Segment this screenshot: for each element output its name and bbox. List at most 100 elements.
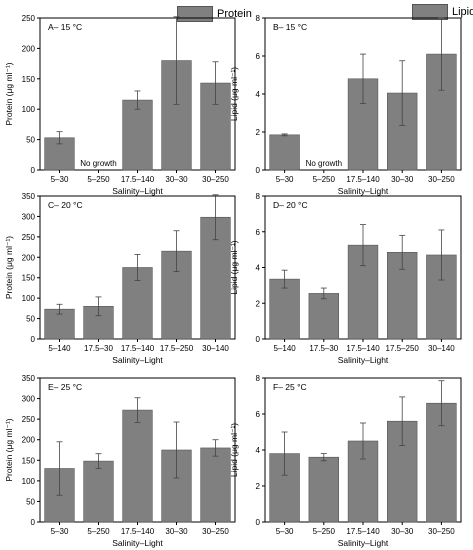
y-tick-label: 250 [22, 14, 36, 23]
y-tick-label: 50 [26, 136, 35, 145]
x-tick-label: 17.5–250 [386, 344, 420, 353]
x-tick-label: 17.5–140 [346, 344, 380, 353]
bar [122, 409, 153, 523]
y-tick-label: 150 [22, 456, 36, 465]
y-tick-label: 250 [22, 415, 36, 424]
x-axis-label: Salinity–Light [338, 355, 389, 365]
y-tick-label: 8 [256, 374, 261, 383]
x-tick-label: 17.5–140 [346, 175, 380, 184]
y-tick-label: 0 [256, 166, 261, 175]
x-tick-label: 17.5–30 [84, 344, 113, 353]
x-axis-label: Salinity–Light [338, 186, 389, 196]
bar [308, 456, 339, 523]
no-growth-annotation: No growth [306, 159, 342, 168]
x-tick-label: 17.5–140 [121, 344, 155, 353]
x-axis-label: Salinity–Light [112, 186, 163, 196]
x-axis-label: Salinity–Light [338, 538, 389, 548]
lipid-legend: Lipid [412, 4, 473, 20]
x-tick-label: 30–250 [202, 527, 229, 536]
lipid-legend-swatch [412, 4, 448, 20]
bar [83, 460, 114, 523]
y-axis-label: Lipid (μg ml⁻¹) [229, 423, 239, 477]
panel-title: B– 15 °C [273, 22, 307, 32]
y-tick-label: 100 [22, 105, 36, 114]
panel-f: 0 2 4 6 8 5–30 5–250 17.5–140 30–30 30–250 F– 25 °… [229, 374, 462, 548]
panel-b: 0 2 4 6 8 5–30 5–250 17.5–140 30–30 30–250 No grow… [229, 14, 462, 196]
y-tick-label: 0 [256, 518, 261, 527]
x-tick-label: 5–30 [51, 527, 69, 536]
y-tick-label: 300 [22, 212, 36, 221]
panel-d: 0 2 4 6 8 5–140 17.5–30 17.5–140 17.5–250 30–140 D… [229, 192, 462, 365]
y-tick-label: 6 [256, 52, 261, 61]
protein-legend-label: Protein [217, 8, 252, 20]
y-tick-label: 4 [256, 90, 261, 99]
x-tick-label: 5–30 [276, 175, 294, 184]
y-tick-label: 2 [256, 299, 261, 308]
y-axis-label: Protein (μg ml⁻¹) [4, 236, 14, 299]
x-tick-label: 30–250 [428, 175, 455, 184]
panel-title: C– 20 °C [48, 200, 83, 210]
x-tick-label: 5–250 [87, 175, 110, 184]
y-tick-label: 100 [22, 477, 36, 486]
bar [269, 278, 300, 340]
y-tick-label: 2 [256, 128, 261, 137]
y-tick-label: 0 [31, 166, 36, 175]
y-tick-label: 4 [256, 264, 261, 273]
no-growth-annotation: No growth [80, 159, 116, 168]
y-axis-label: Protein (μg ml⁻¹) [4, 418, 14, 481]
y-tick-label: 2 [256, 482, 261, 491]
y-tick-label: 8 [256, 192, 261, 201]
y-tick-label: 6 [256, 228, 261, 237]
x-tick-label: 5–250 [87, 527, 110, 536]
panel-a: 0 50 100 150 200 250 5–30 5–250 17.5–140 30–30 30–… [4, 14, 236, 196]
y-axis-label: Lipid (μg ml⁻¹) [229, 240, 239, 294]
y-tick-label: 150 [22, 274, 36, 283]
y-tick-label: 300 [22, 395, 36, 404]
y-tick-label: 0 [31, 518, 36, 527]
y-tick-label: 100 [22, 294, 36, 303]
x-tick-label: 17.5–250 [160, 344, 194, 353]
x-tick-label: 30–140 [428, 344, 455, 353]
y-tick-label: 50 [26, 497, 35, 506]
lipid-legend-label: Lipid [452, 6, 473, 18]
y-tick-label: 4 [256, 446, 261, 455]
panel-title: A– 15 °C [48, 22, 82, 32]
y-tick-label: 0 [31, 335, 36, 344]
panel-title: F– 25 °C [273, 382, 307, 392]
y-tick-label: 350 [22, 192, 36, 201]
y-tick-label: 250 [22, 233, 36, 242]
x-tick-label: 5–30 [51, 175, 69, 184]
panel-title: D– 20 °C [273, 200, 308, 210]
x-tick-label: 5–30 [276, 527, 294, 536]
x-tick-label: 5–250 [313, 527, 336, 536]
x-tick-label: 17.5–140 [121, 175, 155, 184]
y-tick-label: 50 [26, 315, 35, 324]
x-tick-label: 5–250 [313, 175, 336, 184]
bar [308, 293, 339, 340]
bar [269, 134, 300, 171]
x-tick-label: 5–140 [48, 344, 71, 353]
x-tick-label: 30–30 [165, 175, 188, 184]
x-tick-label: 30–30 [391, 175, 414, 184]
x-axis-label: Salinity–Light [112, 538, 163, 548]
y-axis-label: Lipid (μg ml⁻¹) [229, 67, 239, 121]
panel-e: 0 50 100 150 200 250 300 350 5–30 5–250 17.5–140 30… [4, 374, 236, 548]
x-tick-label: 30–30 [165, 527, 188, 536]
y-tick-label: 200 [22, 44, 36, 53]
y-tick-label: 200 [22, 436, 36, 445]
y-tick-label: 8 [256, 14, 261, 23]
bar [200, 447, 231, 523]
x-tick-label: 30–250 [428, 527, 455, 536]
y-tick-label: 200 [22, 253, 36, 262]
y-axis-label: Protein (μg ml⁻¹) [4, 62, 14, 125]
y-tick-label: 150 [22, 75, 36, 84]
x-tick-label: 17.5–30 [309, 344, 338, 353]
y-tick-label: 0 [256, 335, 261, 344]
x-tick-label: 5–140 [273, 344, 296, 353]
panel-c: 0 50 100 150 200 250 300 350 5–140 17.5–30 17.5–14… [4, 192, 236, 365]
panel-title: E– 25 °C [48, 382, 82, 392]
y-tick-label: 350 [22, 374, 36, 383]
x-tick-label: 17.5–140 [121, 527, 155, 536]
x-tick-label: 30–30 [391, 527, 414, 536]
